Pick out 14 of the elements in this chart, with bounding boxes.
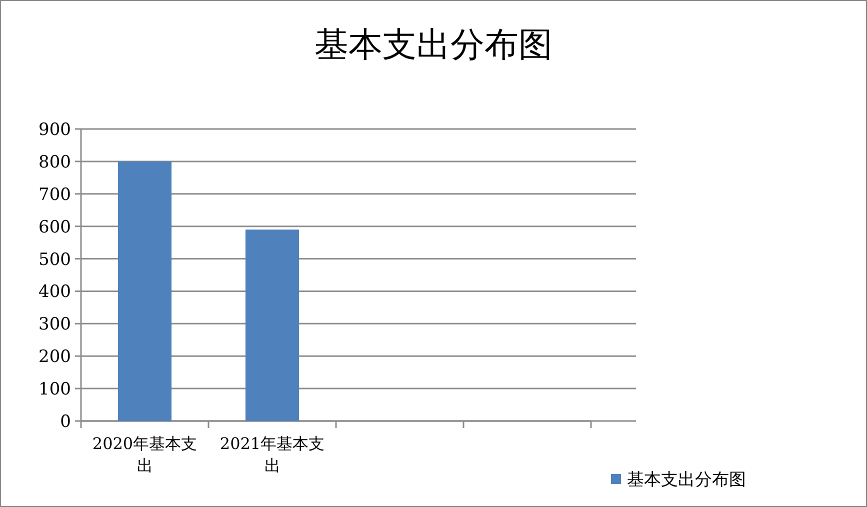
- y-tick-label: 400: [38, 282, 71, 302]
- y-tick-label: 0: [60, 412, 71, 432]
- y-tick-label: 200: [38, 347, 71, 368]
- legend-label: 基本支出分布图: [627, 470, 746, 490]
- y-tick-label: 600: [38, 217, 71, 238]
- y-tick-label: 100: [38, 380, 71, 400]
- y-tick-label: 500: [38, 250, 71, 270]
- y-tick-label: 700: [38, 184, 71, 205]
- y-tick-label: 300: [38, 314, 71, 335]
- y-tick-label: 900: [38, 120, 71, 140]
- x-tick-label: 2021年基本支出: [218, 433, 326, 477]
- x-tick-label: 2020年基本支出: [91, 433, 198, 477]
- y-tick-label: 800: [38, 152, 71, 172]
- chart-title: 基本支出分布图: [314, 25, 552, 65]
